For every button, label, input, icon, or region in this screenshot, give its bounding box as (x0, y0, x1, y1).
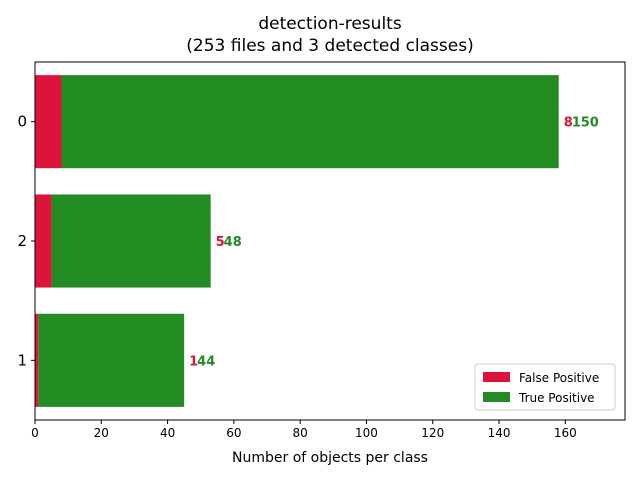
bar-true-positive-class-1 (38, 313, 185, 407)
x-tick-label: 120 (421, 426, 444, 440)
bars-layer (35, 75, 559, 407)
x-axis-label: Number of objects per class (232, 450, 428, 466)
bar-true-positive-class-0 (61, 75, 559, 169)
x-tick-label: 140 (488, 426, 511, 440)
y-tick-label: 1 (17, 351, 27, 369)
plot-frame (34, 61, 626, 421)
x-tick-label: 160 (554, 426, 577, 440)
data-label-true-positive-class-0: 150 (572, 116, 599, 131)
chart-title: detection-results (258, 14, 402, 34)
x-tick-label: 0 (31, 426, 39, 440)
x-tick-label: 100 (355, 426, 378, 440)
x-tick-label: 60 (226, 426, 241, 440)
data-label-false-positive-class-1: 1 (189, 354, 198, 369)
data-label-true-positive-class-2: 48 (224, 235, 242, 250)
bar-false-positive-class-1 (35, 313, 39, 407)
y-tick-label: 2 (17, 232, 27, 250)
x-tick-label: 20 (94, 426, 109, 440)
legend: False Positive True Positive (474, 363, 616, 411)
data-labels-layer: 8 150 5 48 1 44 (189, 116, 599, 370)
legend-label-false-positive: False Positive (519, 371, 599, 385)
y-tick-label: 0 (17, 113, 27, 131)
x-tick-label: 80 (293, 426, 308, 440)
chart-subtitle: (253 files and 3 detected classes) (186, 36, 473, 56)
axes-layer: 0 2 1 0 20 40 60 80 100 120 140 160 (17, 61, 626, 440)
data-label-false-positive-class-0: 8 (564, 116, 573, 131)
data-label-false-positive-class-2: 5 (216, 235, 225, 250)
legend-label-true-positive: True Positive (518, 391, 595, 405)
x-tick-label: 40 (160, 426, 175, 440)
bar-false-positive-class-0 (35, 75, 62, 169)
bar-false-positive-class-2 (35, 194, 52, 288)
bar-true-positive-class-2 (51, 194, 211, 288)
legend-swatch-false-positive (483, 372, 510, 382)
data-label-true-positive-class-1: 44 (197, 354, 215, 369)
legend-swatch-true-positive (483, 392, 510, 402)
